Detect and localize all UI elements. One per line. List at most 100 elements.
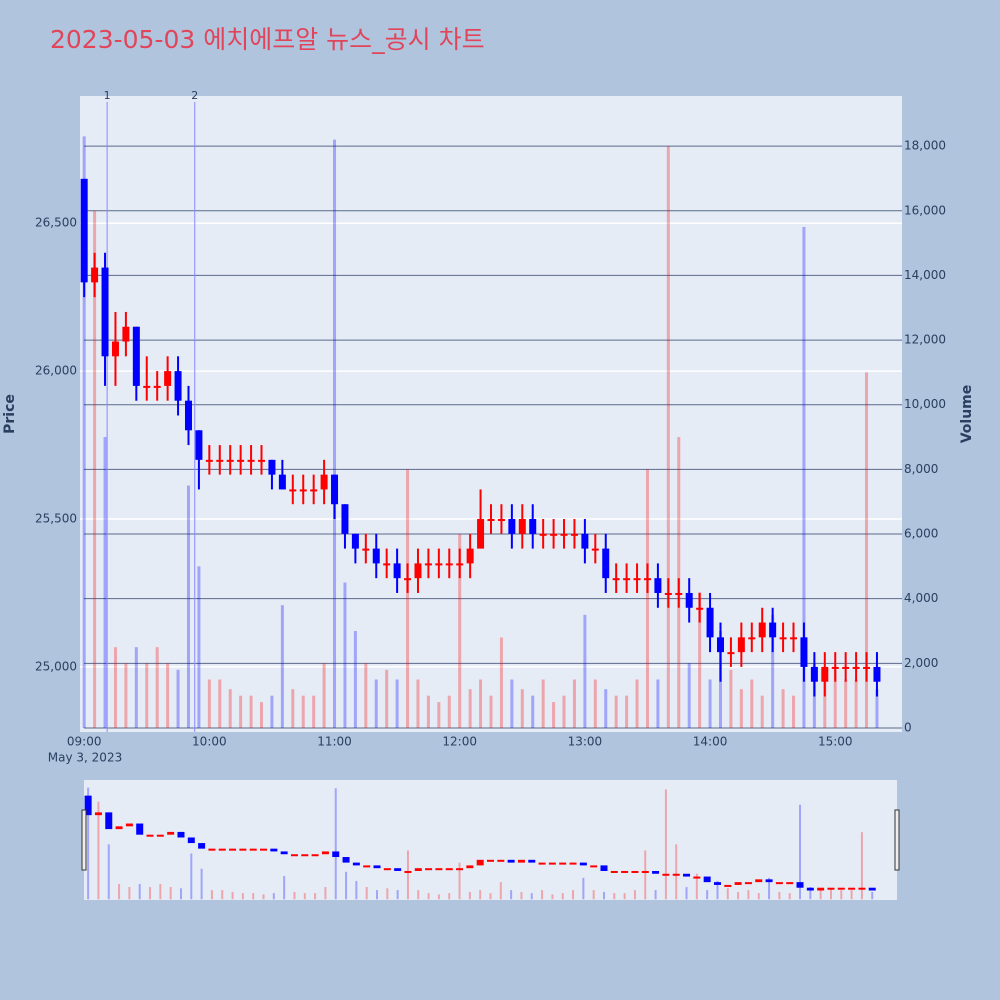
volume-bar [437, 702, 441, 728]
candle-body [539, 533, 547, 536]
x-tick-label: 10:00 [192, 735, 227, 749]
slider-volume-bar [551, 894, 554, 900]
x-tick-label: 15:00 [818, 735, 853, 749]
volume-bar [645, 469, 649, 728]
slider-candle [476, 859, 484, 866]
y2-tick-label: 6,000 [904, 527, 938, 541]
volume-bar [572, 679, 576, 728]
candle-body [591, 548, 599, 551]
slider-candle [156, 834, 164, 837]
volume-bar [333, 139, 337, 728]
y-tick-label: 25,500 [35, 512, 77, 526]
volume-bar [291, 689, 295, 728]
candle-body [550, 533, 558, 536]
candle-body [664, 592, 672, 595]
volume-bar [479, 679, 483, 728]
slider-candle [497, 859, 505, 862]
slider-volume-bar [706, 890, 709, 900]
candle-body [362, 548, 370, 551]
slider-volume-bar [613, 893, 616, 900]
volume-bar [635, 679, 639, 728]
candle-body [435, 563, 443, 566]
slider-volume-bar [520, 891, 523, 900]
slider-candle [280, 851, 288, 855]
volume-bar [176, 669, 180, 728]
slider-volume-bar [87, 787, 90, 900]
volume-bar [406, 469, 410, 728]
slider-candle [858, 887, 866, 890]
candle-body [404, 578, 412, 581]
candle-body [341, 504, 349, 534]
candle-body [278, 474, 286, 490]
volume-bar [865, 372, 869, 728]
slider-candle [755, 879, 763, 883]
y2-tick-label: 14,000 [904, 268, 946, 282]
volume-bar [531, 695, 535, 728]
volume-bar [656, 679, 660, 728]
slider-volume-bar [107, 844, 110, 900]
slider-candle [239, 848, 247, 851]
slider-handle[interactable] [81, 809, 87, 871]
candle-body [132, 326, 140, 386]
slider-volume-bar [437, 894, 440, 900]
candle-body [80, 178, 88, 283]
slider-volume-bar [252, 893, 255, 900]
volume-bar [145, 663, 149, 728]
slider-candle [249, 848, 257, 851]
volume-bar [687, 663, 691, 728]
slider-candle [837, 887, 845, 890]
slider-candle [652, 870, 660, 874]
candle-body [91, 267, 99, 283]
slider-candle [270, 848, 278, 852]
slider-candle [445, 868, 453, 871]
slider-volume-bar [819, 890, 822, 900]
slider-candle [425, 868, 433, 871]
slider-handle[interactable] [894, 809, 900, 871]
candle-body [195, 430, 203, 460]
slider-candle [693, 876, 701, 879]
slider-candle [404, 870, 412, 873]
y2-tick-label: 2,000 [904, 656, 938, 670]
candle-body [706, 607, 714, 638]
slider-volume-bar [283, 876, 286, 900]
slider-volume-bar [623, 893, 626, 900]
candle-body [518, 519, 526, 534]
y-axis-title: Price [2, 394, 18, 434]
volume-bar [260, 702, 264, 728]
volume-bar [93, 210, 97, 728]
candle-body [205, 459, 213, 462]
slider-volume-bar [572, 890, 575, 900]
slider-volume-bar [355, 880, 358, 900]
slider-candle [260, 848, 268, 851]
range-slider[interactable] [84, 780, 897, 900]
candle-body [237, 459, 245, 462]
volume-bar [228, 689, 232, 728]
slider-candle [321, 851, 329, 855]
slider-candle [734, 882, 742, 885]
candle-body [424, 563, 432, 566]
slider-volume-bar [788, 893, 791, 900]
slider-volume-bar [747, 890, 750, 900]
slider-volume-bar [138, 883, 141, 900]
candle-body [414, 563, 422, 579]
slider-volume-bar [695, 873, 698, 900]
slider-candle [94, 812, 102, 816]
annotation-label: 2 [191, 89, 198, 102]
candle-body [769, 622, 777, 638]
volume-bar [280, 605, 284, 728]
slider-candle [517, 859, 525, 863]
volume-bar [166, 663, 170, 728]
slider-volume-bar [376, 890, 379, 900]
slider-candle [363, 865, 371, 868]
volume-bar [312, 695, 316, 728]
volume-bar [395, 679, 399, 728]
volume-bar [103, 437, 107, 728]
candle-body [581, 533, 589, 549]
slider-volume-bar [458, 862, 461, 900]
slider-candle [177, 831, 185, 838]
volume-bar [604, 689, 608, 728]
slider-volume-bar [675, 844, 678, 900]
candle-body [466, 548, 474, 564]
candle-body [508, 519, 516, 534]
x-date-label: May 3, 2023 [48, 751, 122, 765]
